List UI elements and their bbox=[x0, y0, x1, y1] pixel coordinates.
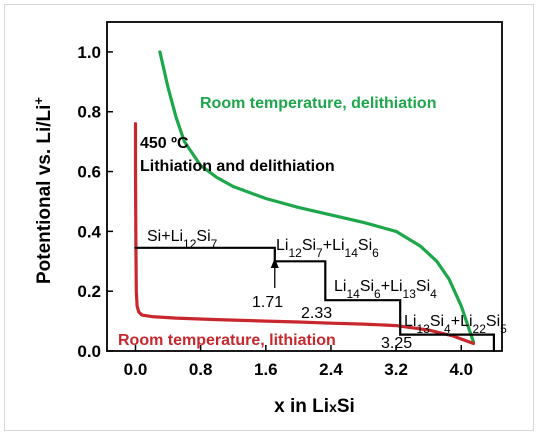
step-label-3: 3.25 bbox=[381, 335, 412, 352]
y-tick-label: 0.2 bbox=[77, 282, 101, 301]
tick-layer: 0.0 0.8 1.6 2.4 3.2 4.0 0.0 0.2 0.4 0.6 0.8 1.0 bbox=[77, 43, 473, 379]
x-tick-label: 4.0 bbox=[449, 360, 473, 379]
step-label-1: 1.71 bbox=[252, 294, 283, 311]
phase-label-3: Li14Si6+Li13Si4 bbox=[334, 278, 437, 301]
phase-label-1: Si+Li12Si7 bbox=[147, 228, 218, 251]
y-axis-title: Potentional vs. Li/Li+ bbox=[31, 97, 56, 284]
high-temp-step-curve bbox=[134, 246, 495, 353]
y-tick-label: 1.0 bbox=[77, 43, 101, 62]
arrow-icon bbox=[270, 258, 279, 288]
y-tick-label: 0.6 bbox=[77, 163, 101, 182]
delithiation-label: Room temperature, delithiation bbox=[200, 95, 436, 112]
x-tick-label: 1.6 bbox=[254, 360, 278, 379]
y-tick-label: 0.0 bbox=[77, 342, 101, 361]
phase-label-2: Li12Si7+Li14Si6 bbox=[276, 237, 379, 260]
delithiation-curve bbox=[158, 50, 476, 344]
x-tick-label: 0.8 bbox=[189, 360, 213, 379]
x-tick-label: 0.0 bbox=[124, 360, 148, 379]
x-tick-label: 3.2 bbox=[384, 360, 408, 379]
figure-frame bbox=[4, 4, 534, 431]
high-temp-title: 450 ºC bbox=[140, 135, 189, 152]
x-axis-title: x in LixSi bbox=[274, 396, 355, 417]
plot-area bbox=[106, 21, 503, 352]
series-layer bbox=[133, 50, 495, 353]
lithiation-label: Room temperature, lithiation bbox=[118, 332, 336, 349]
high-temp-subtitle: Lithiation and delithiation bbox=[140, 158, 335, 175]
y-tick-label: 0.4 bbox=[77, 222, 101, 241]
arrow-head bbox=[270, 258, 279, 268]
y-tick-label: 0.8 bbox=[77, 103, 101, 122]
x-tick-label: 2.4 bbox=[319, 360, 343, 379]
phase-label-4: Li13Si4+Li22Si5 bbox=[404, 313, 507, 336]
step-label-2: 2.33 bbox=[301, 305, 332, 322]
lithiation-curve bbox=[133, 122, 476, 346]
axes-layer bbox=[106, 21, 503, 352]
